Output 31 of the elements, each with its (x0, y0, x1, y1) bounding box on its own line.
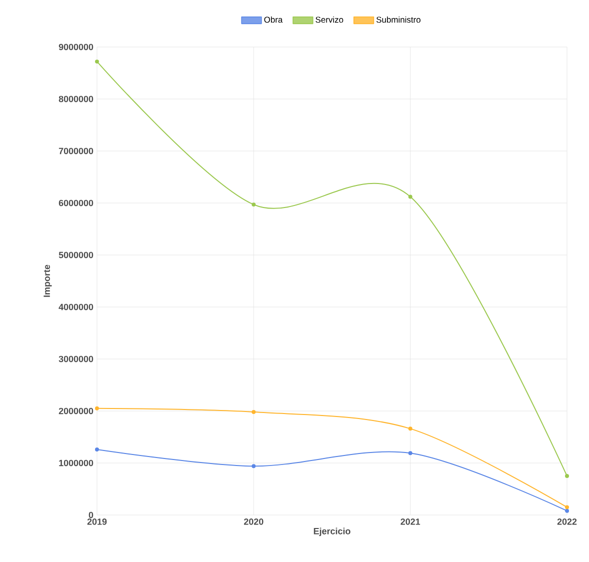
y-tick-label: 5000000 (58, 252, 94, 258)
point (565, 474, 569, 478)
y-tick-label: 2000000 (58, 408, 94, 414)
x-tick-label: 2019 (87, 518, 107, 525)
point (95, 60, 99, 64)
y-tick-label: 9000000 (58, 44, 94, 50)
point (565, 505, 569, 510)
point (408, 451, 412, 456)
point (408, 426, 412, 431)
y-tick-label: 8000000 (58, 96, 94, 102)
point (252, 464, 256, 468)
y-axis-title: Importe (44, 264, 52, 297)
legend-label: Servizo (316, 16, 344, 23)
y-tick-label: 0 (88, 512, 94, 518)
y-tick-label: 1000000 (59, 460, 94, 466)
point (95, 406, 99, 410)
x-axis-title: Ejercicio (314, 528, 350, 536)
point (408, 194, 412, 199)
legend-label: Subministro (376, 16, 420, 23)
x-tick-label: 2021 (400, 518, 420, 525)
y-tick-label: 6000000 (58, 200, 94, 206)
point (252, 202, 256, 207)
y-tick-label: 4000000 (58, 304, 94, 310)
point (565, 508, 569, 513)
y-tick-label: 3000000 (58, 356, 94, 362)
y-tick-label: 7000000 (58, 148, 94, 154)
x-tick-label: 2020 (244, 518, 264, 525)
point (95, 447, 99, 452)
x-tick-label: 2022 (557, 518, 577, 525)
legend-label: Obra (264, 16, 283, 23)
point (252, 410, 256, 414)
